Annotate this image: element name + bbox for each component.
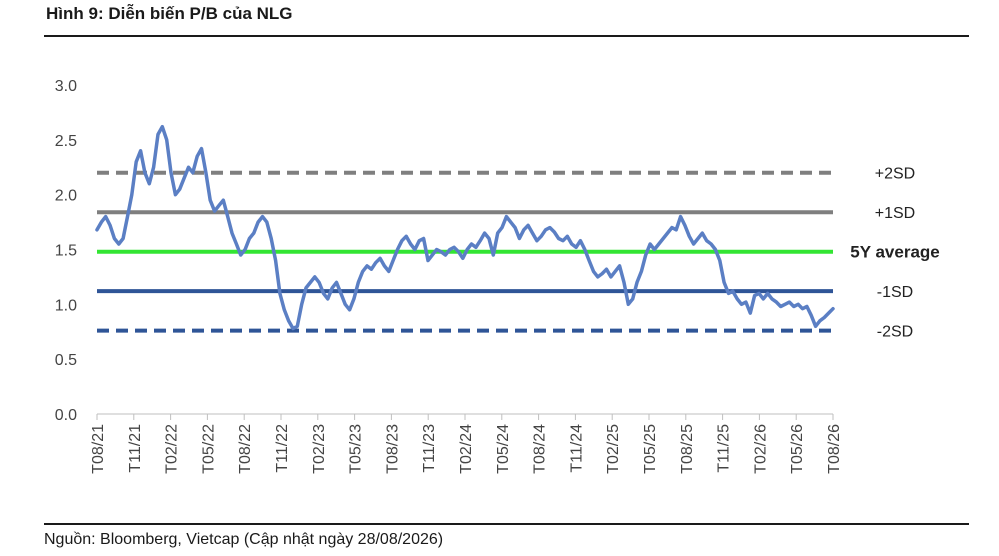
x-tick-label: T02/26 xyxy=(752,424,769,474)
x-tick-label: T11/22 xyxy=(274,424,291,473)
x-tick-label: T08/25 xyxy=(679,424,696,474)
x-tick-label: T05/25 xyxy=(642,424,659,474)
y-tick-label: 0.5 xyxy=(55,352,77,369)
x-tick-label: T08/21 xyxy=(90,424,107,474)
y-axis: 0.0 0.5 1.0 1.5 2.0 2.5 3.0 xyxy=(55,78,77,424)
chart-title: Hình 9: Diễn biến P/B của NLG xyxy=(46,4,293,23)
y-tick-label: 1.0 xyxy=(55,297,77,314)
x-tick-label: T02/23 xyxy=(311,424,328,474)
bottom-divider xyxy=(44,523,969,525)
y-tick-label: 2.5 xyxy=(55,133,77,150)
x-tick-label: T08/23 xyxy=(384,424,401,474)
y-tick-label: 3.0 xyxy=(55,78,77,95)
y-tick-label: 1.5 xyxy=(55,243,77,260)
x-tick-label: T11/23 xyxy=(421,424,438,473)
x-tick-label: T05/23 xyxy=(348,424,365,474)
source-note: Nguồn: Bloomberg, Vietcap (Cập nhật ngày… xyxy=(44,531,444,548)
x-tick-label: T02/22 xyxy=(164,424,181,474)
pb-series-line xyxy=(95,124,835,331)
x-tick-label: T11/25 xyxy=(716,424,733,473)
x-axis: T08/21 T11/21 T02/22 T05/22 T08/22 T11/22 T02/… xyxy=(90,413,843,474)
y-tick-label: 0.0 xyxy=(55,407,77,424)
x-tick-label: T11/24 xyxy=(568,424,585,473)
level-label: 5Y average xyxy=(850,243,939,262)
sd-levels: +2SD +1SD 5Y average -1SD -2SD xyxy=(97,166,940,341)
level-label: -1SD xyxy=(877,284,913,301)
level-label: +1SD xyxy=(875,205,915,222)
x-tick-label: T05/22 xyxy=(200,424,217,474)
x-tick-label: T08/22 xyxy=(237,424,254,474)
x-tick-label: T02/25 xyxy=(605,424,622,474)
x-tick-label: T02/24 xyxy=(458,424,475,474)
top-divider xyxy=(44,35,969,37)
x-tick-label: T05/24 xyxy=(495,424,512,474)
level-label: -2SD xyxy=(877,324,913,341)
series-layer xyxy=(95,124,835,331)
y-tick-label: 2.0 xyxy=(55,188,77,205)
level-label: +2SD xyxy=(875,166,915,183)
x-tick-label: T08/26 xyxy=(826,424,843,474)
x-tick-label: T11/21 xyxy=(127,424,144,473)
x-tick-label: T05/26 xyxy=(789,424,806,474)
x-tick-label: T08/24 xyxy=(532,424,549,474)
